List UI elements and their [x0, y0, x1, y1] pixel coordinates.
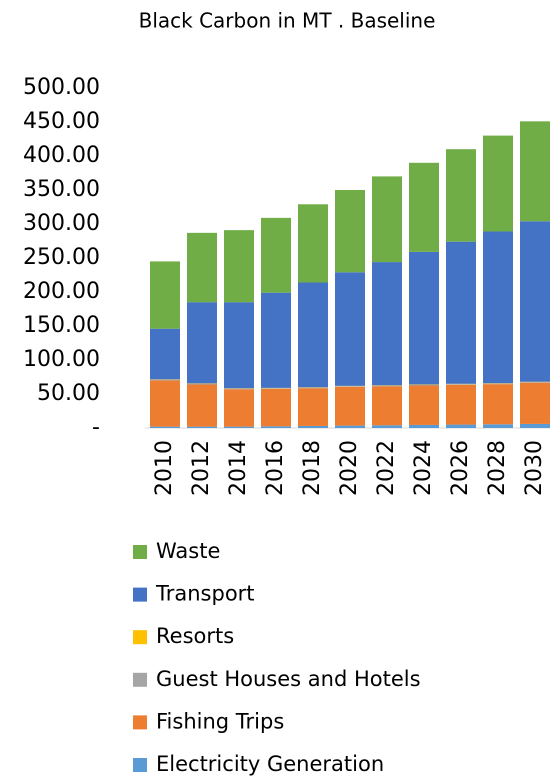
- bar-segment: [224, 230, 254, 303]
- y-tick-label: 150.00: [23, 313, 100, 338]
- bar-segment: [187, 384, 217, 427]
- bar-segment: [335, 272, 365, 386]
- bar-segment: [150, 328, 180, 380]
- legend-label: Electricity Generation: [156, 752, 384, 776]
- y-tick-label: 250.00: [23, 245, 100, 270]
- bar-segment: [150, 379, 180, 381]
- bar-segment: [150, 261, 180, 329]
- bar-segment: [446, 424, 476, 428]
- x-tick-label: 2028: [485, 440, 510, 496]
- bar-segment: [150, 380, 180, 427]
- bar-segment: [335, 425, 365, 428]
- bar-segment: [224, 302, 254, 389]
- bar-segment: [187, 426, 217, 428]
- legend-label: Transport: [155, 582, 255, 606]
- bar-segment: [446, 149, 476, 242]
- bar-segment: [150, 426, 180, 428]
- legend-swatch: [133, 587, 147, 602]
- bar-segment: [409, 251, 439, 385]
- bar-segment: [409, 385, 439, 425]
- bar-segment: [224, 426, 254, 428]
- legend-label: Resorts: [156, 624, 234, 648]
- bar-segment: [483, 424, 513, 428]
- bar-segment: [446, 384, 476, 425]
- bar-segment: [335, 386, 365, 387]
- bar-segment: [261, 217, 291, 293]
- x-tick-label: 2018: [300, 440, 325, 496]
- bar-segment: [187, 383, 217, 385]
- bar-segment: [520, 423, 550, 428]
- x-tick-label: 2024: [411, 440, 436, 496]
- legend-swatch: [133, 758, 147, 772]
- bar-segment: [261, 388, 291, 389]
- y-tick-label: -: [92, 415, 100, 440]
- legend-swatch: [133, 630, 147, 645]
- bar-segment: [298, 388, 328, 426]
- bar-segment: [372, 386, 402, 426]
- legend-label: Waste: [156, 539, 220, 563]
- y-tick-label: 100.00: [23, 347, 100, 372]
- bar-segment: [372, 425, 402, 428]
- bar-segment: [372, 385, 402, 387]
- x-tick-label: 2030: [522, 440, 547, 496]
- bar-segment: [335, 386, 365, 426]
- bar-segment: [261, 426, 291, 428]
- x-tick-label: 2012: [189, 440, 214, 496]
- bar-segment: [446, 384, 476, 385]
- bar-segment: [520, 121, 550, 222]
- bar-segment: [446, 241, 476, 384]
- x-tick-label: 2020: [337, 440, 362, 496]
- y-tick-label: 400.00: [23, 143, 100, 168]
- bar-segment: [224, 389, 254, 427]
- legend-label: Fishing Trips: [156, 709, 284, 733]
- bar-segment: [298, 387, 328, 389]
- y-tick-label: 50.00: [37, 381, 100, 406]
- bar-segment: [298, 204, 328, 283]
- bar-segment: [372, 262, 402, 386]
- chart-title: Black Carbon in MT . Baseline: [139, 9, 436, 33]
- bar-segment: [298, 425, 328, 428]
- bar-segment: [520, 382, 550, 383]
- legend-label: Guest Houses and Hotels: [156, 667, 421, 691]
- bar-segment: [298, 282, 328, 388]
- y-tick-label: 500.00: [23, 75, 100, 100]
- bar-segment: [261, 292, 291, 388]
- bar-segment: [372, 176, 402, 263]
- bar-segment: [335, 190, 365, 273]
- x-tick-label: 2014: [226, 440, 251, 496]
- bar-segment: [187, 302, 217, 384]
- bar-segment: [409, 162, 439, 252]
- y-tick-label: 450.00: [23, 109, 100, 134]
- bar-segment: [409, 384, 439, 386]
- bar-segment: [409, 424, 439, 428]
- bar-segment: [483, 384, 513, 425]
- y-tick-label: 200.00: [23, 279, 100, 304]
- x-tick-label: 2016: [263, 440, 288, 496]
- bar-segment: [520, 221, 550, 382]
- bar-segment: [483, 231, 513, 384]
- x-tick-label: 2010: [152, 440, 177, 496]
- bar-segment: [187, 232, 217, 303]
- x-tick-label: 2022: [374, 440, 399, 496]
- bar-segment: [483, 383, 513, 385]
- legend-swatch: [133, 715, 147, 730]
- y-tick-label: 350.00: [23, 177, 100, 202]
- x-tick-label: 2026: [448, 440, 473, 496]
- legend-swatch: [133, 545, 147, 559]
- bar-segment: [483, 135, 513, 232]
- legend-swatch: [133, 672, 147, 687]
- bar-segment: [520, 382, 550, 424]
- bar-segment: [224, 388, 254, 390]
- bar-segment: [261, 388, 291, 427]
- y-tick-label: 300.00: [23, 211, 100, 236]
